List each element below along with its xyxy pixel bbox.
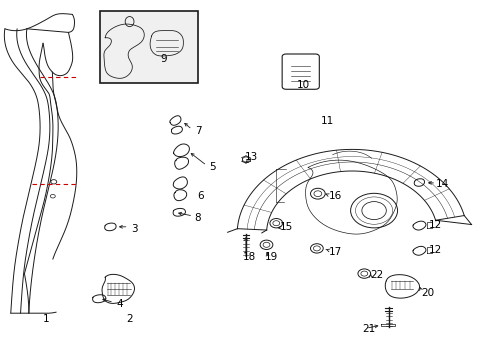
Text: 3: 3 [131, 224, 138, 234]
Text: 12: 12 [427, 245, 441, 255]
Text: 13: 13 [244, 152, 258, 162]
Text: 6: 6 [197, 191, 203, 201]
Text: 10: 10 [296, 80, 309, 90]
Text: 16: 16 [327, 191, 341, 201]
Text: 22: 22 [369, 270, 383, 280]
Text: 9: 9 [160, 54, 167, 64]
Text: 11: 11 [320, 116, 334, 126]
Text: 18: 18 [242, 252, 256, 262]
Text: 14: 14 [435, 179, 448, 189]
FancyBboxPatch shape [282, 54, 319, 89]
Bar [100, 11, 198, 83]
Text: 4: 4 [116, 299, 123, 309]
Bar [100, 11, 198, 83]
Text: 19: 19 [264, 252, 278, 262]
Text: 2: 2 [126, 314, 133, 324]
Text: 21: 21 [362, 324, 375, 334]
Text: 17: 17 [327, 247, 341, 257]
Text: 8: 8 [194, 213, 201, 223]
Text: 20: 20 [421, 288, 433, 298]
Text: 15: 15 [279, 222, 292, 232]
Text: 5: 5 [209, 162, 216, 172]
Text: 1: 1 [43, 314, 50, 324]
Text: 7: 7 [194, 126, 201, 136]
Text: 12: 12 [427, 220, 441, 230]
